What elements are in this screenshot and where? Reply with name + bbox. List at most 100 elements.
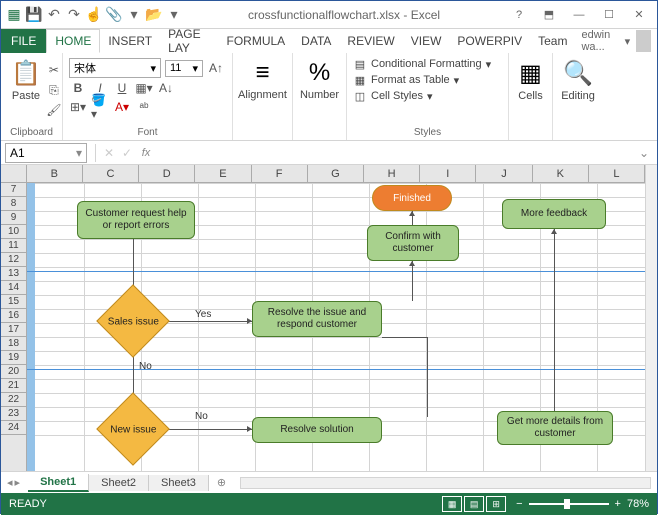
row-header[interactable]: 8 <box>1 197 26 211</box>
dropdown2-icon[interactable]: ▾ <box>165 6 183 24</box>
ribbon-opts-icon[interactable]: ⬒ <box>535 5 563 25</box>
row-header[interactable]: 24 <box>1 421 26 435</box>
row-header[interactable]: 13 <box>1 267 26 281</box>
flowchart-decision[interactable]: New issue <box>96 392 170 466</box>
tab-view[interactable]: VIEW <box>403 29 450 53</box>
file-tab[interactable]: FILE <box>1 29 46 53</box>
zoom-level[interactable]: 78% <box>627 498 649 510</box>
sheet-tab-1[interactable]: Sheet1 <box>28 474 89 492</box>
tab-insert[interactable]: INSERT <box>100 29 160 53</box>
row-header[interactable]: 9 <box>1 211 26 225</box>
close-icon[interactable]: ✕ <box>625 5 653 25</box>
add-sheet-button[interactable]: ⊕ <box>209 476 234 489</box>
col-header[interactable]: E <box>195 165 251 182</box>
expand-formula-icon[interactable]: ⌄ <box>635 144 653 162</box>
avatar[interactable] <box>636 30 651 52</box>
help-icon[interactable]: ? <box>505 5 533 25</box>
flowchart-process[interactable]: Get more details from customer <box>497 411 613 445</box>
bold-button[interactable]: B <box>69 79 87 97</box>
row-header[interactable]: 11 <box>1 239 26 253</box>
flowchart-process[interactable]: Resolve the issue and respond customer <box>252 301 382 337</box>
row-header[interactable]: 14 <box>1 281 26 295</box>
flowchart-process[interactable]: More feedback <box>502 199 606 229</box>
cells-button[interactable]: ▦ Cells <box>515 57 546 104</box>
flowchart-process[interactable]: Resolve solution <box>252 417 382 443</box>
row-header[interactable]: 20 <box>1 365 26 379</box>
sheet-nav-next[interactable]: ▸ <box>15 476 21 489</box>
minimize-icon[interactable]: — <box>565 5 593 25</box>
font-size-combo[interactable]: 11▾ <box>165 60 203 77</box>
underline-button[interactable]: U <box>113 79 131 97</box>
flowchart-process[interactable]: Customer request help or report errors <box>77 201 195 239</box>
shrink-font-icon[interactable]: A↓ <box>157 79 175 97</box>
col-header[interactable]: J <box>476 165 532 182</box>
fill-color-icon[interactable]: 🪣▾ <box>91 98 109 116</box>
row-header[interactable]: 16 <box>1 309 26 323</box>
borders-icon[interactable]: ⊞▾ <box>69 98 87 116</box>
flowchart-terminal[interactable]: Finished <box>372 185 452 211</box>
col-header[interactable]: I <box>420 165 476 182</box>
flowchart-decision[interactable]: Sales issue <box>96 284 170 358</box>
save-icon[interactable]: 💾 <box>25 6 43 24</box>
zoom-in-button[interactable]: + <box>615 498 621 510</box>
select-all-corner[interactable] <box>1 165 27 182</box>
cut-icon[interactable]: ✂ <box>45 61 63 79</box>
vertical-scrollbar[interactable] <box>645 165 657 471</box>
sheet-tab-2[interactable]: Sheet2 <box>89 475 149 491</box>
view-pagelayout-icon[interactable]: ▤ <box>464 496 484 512</box>
tab-formulas[interactable]: FORMULA <box>219 29 294 53</box>
user-name[interactable]: edwin wa... <box>581 29 618 53</box>
cancel-icon[interactable]: ✕ <box>100 144 118 162</box>
copy-icon[interactable]: ⎘ <box>45 81 63 99</box>
phonetic-icon[interactable]: ᵃᵇ <box>135 98 153 116</box>
format-painter-icon[interactable]: 🖌 <box>45 101 63 119</box>
maximize-icon[interactable]: ☐ <box>595 5 623 25</box>
tab-team[interactable]: Team <box>530 29 575 53</box>
alignment-button[interactable]: ≡ Alignment <box>239 57 286 103</box>
view-normal-icon[interactable]: ▦ <box>442 496 462 512</box>
cell-styles-button[interactable]: ◫Cell Styles ▾ <box>353 89 502 103</box>
tab-review[interactable]: REVIEW <box>339 29 402 53</box>
tab-powerpivot[interactable]: POWERPIV <box>449 29 530 53</box>
col-header[interactable]: F <box>252 165 308 182</box>
row-header[interactable]: 7 <box>1 183 26 197</box>
border-icon[interactable]: ▦▾ <box>135 79 153 97</box>
view-pagebreak-icon[interactable]: ⊞ <box>486 496 506 512</box>
editing-button[interactable]: 🔍 Editing <box>559 57 597 104</box>
row-header[interactable]: 10 <box>1 225 26 239</box>
col-header[interactable]: G <box>308 165 364 182</box>
col-header[interactable]: C <box>83 165 139 182</box>
grow-font-icon[interactable]: A↑ <box>207 59 225 77</box>
zoom-slider[interactable] <box>529 503 609 505</box>
dropdown-icon[interactable]: ▾ <box>125 6 143 24</box>
col-header[interactable]: K <box>533 165 589 182</box>
row-header[interactable]: 17 <box>1 323 26 337</box>
tab-pagelayout[interactable]: PAGE LAY <box>160 29 218 53</box>
folder-icon[interactable]: 📂 <box>145 6 163 24</box>
row-header[interactable]: 22 <box>1 393 26 407</box>
sheet-tab-3[interactable]: Sheet3 <box>149 475 209 491</box>
col-header[interactable]: D <box>139 165 195 182</box>
number-button[interactable]: % Number <box>299 57 340 103</box>
flowchart-process[interactable]: Confirm with customer <box>367 225 459 261</box>
attach-icon[interactable]: 📎 <box>105 6 123 24</box>
col-header[interactable]: L <box>589 165 645 182</box>
fx-button[interactable]: fx <box>136 147 156 159</box>
col-header[interactable]: B <box>27 165 83 182</box>
font-name-combo[interactable]: 宋体▾ <box>69 58 161 78</box>
undo-icon[interactable]: ↶ <box>45 6 63 24</box>
row-header[interactable]: 21 <box>1 379 26 393</box>
tab-data[interactable]: DATA <box>293 29 339 53</box>
col-header[interactable]: H <box>364 165 420 182</box>
enter-icon[interactable]: ✓ <box>118 144 136 162</box>
row-header[interactable]: 12 <box>1 253 26 267</box>
row-header[interactable]: 19 <box>1 351 26 365</box>
touch-icon[interactable]: ☝ <box>85 6 103 24</box>
row-header[interactable]: 15 <box>1 295 26 309</box>
row-header[interactable]: 23 <box>1 407 26 421</box>
sheet-nav-prev[interactable]: ◂ <box>7 476 13 489</box>
formula-input[interactable] <box>156 151 635 155</box>
name-box[interactable]: A1▾ <box>5 143 87 163</box>
font-color-icon[interactable]: A▾ <box>113 98 131 116</box>
redo-icon[interactable]: ↷ <box>65 6 83 24</box>
